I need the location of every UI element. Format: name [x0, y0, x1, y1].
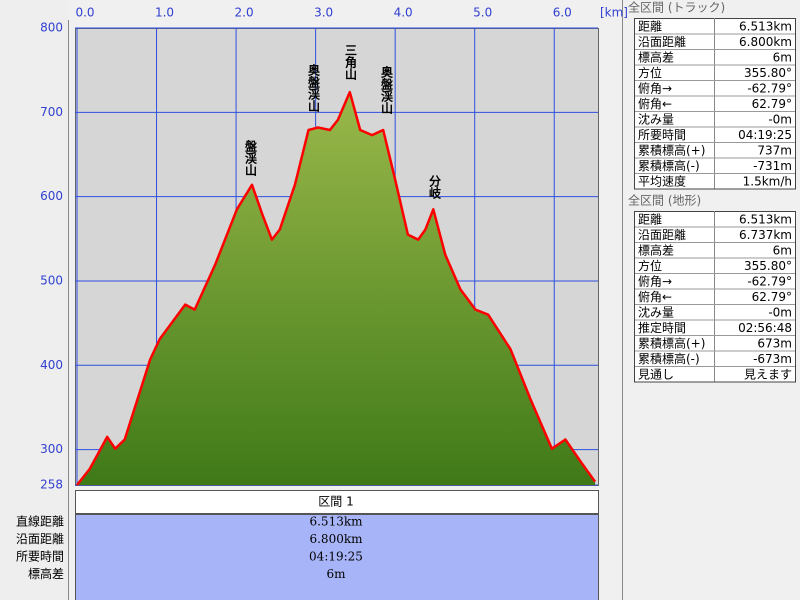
- terrain-area: [77, 92, 596, 485]
- panel-value: 6.737km: [739, 228, 792, 242]
- section-label: 沿面距離: [16, 532, 64, 546]
- panel-value: 6.513km: [739, 19, 792, 33]
- panel-value: -62.79°: [747, 81, 792, 95]
- section-value: 6.513km: [309, 515, 363, 529]
- x-tick-label: 1.0: [155, 6, 174, 20]
- y-tick-label: 600: [40, 189, 63, 203]
- section-value: 6.800km: [309, 532, 363, 546]
- profile-line: [76, 90, 597, 486]
- panel-label: 距離: [638, 19, 662, 33]
- panel-label: 標高差: [638, 49, 674, 64]
- panel-value: 6m: [773, 50, 792, 64]
- section-body: [75, 514, 599, 600]
- section-value: 04:19:25: [309, 550, 363, 564]
- panel-label: 俯角←: [638, 96, 672, 111]
- y-tick-label: 700: [40, 105, 63, 119]
- x-axis-unit: [km]: [600, 6, 628, 20]
- section-value: 6m: [326, 567, 346, 581]
- panel-label: 累積標高(+): [638, 142, 705, 157]
- panel-value: 737m: [757, 143, 792, 157]
- y-tick-label: 500: [40, 273, 63, 287]
- x-tick-label: 3.0: [314, 6, 333, 20]
- y-tick-label: 800: [40, 21, 63, 35]
- panel-title: 全区間 (トラック): [628, 0, 725, 15]
- peak-label: 奥盤渓山: [380, 65, 394, 115]
- panel-value: -62.79°: [747, 274, 792, 288]
- section-header-bg: [75, 490, 599, 514]
- panel-label: 累積標高(+): [638, 335, 705, 350]
- peak-label: 分岐: [428, 174, 442, 200]
- panel-value: -731m: [753, 159, 792, 173]
- y-tick-label: 400: [40, 358, 63, 372]
- panel-label: 平均速度: [638, 173, 686, 188]
- section-label: 直線距離: [16, 514, 64, 529]
- panel-value: 02:56:48: [738, 321, 792, 335]
- panel-label: 沿面距離: [638, 228, 686, 242]
- peak-label: 三角山: [344, 44, 358, 81]
- panel-label: 見通し: [638, 367, 674, 381]
- x-tick-label: 0.0: [75, 6, 94, 20]
- panel-value: -0m: [768, 112, 792, 126]
- panel-value: 62.79°: [752, 97, 792, 111]
- panel-label: 俯角←: [638, 289, 672, 304]
- left-margin: [0, 0, 68, 600]
- panel-value: 6.800km: [739, 35, 792, 49]
- x-tick-label: 6.0: [553, 6, 572, 20]
- panel-label: 方位: [638, 65, 662, 80]
- panel-label: 累積標高(-): [638, 158, 700, 173]
- panel-value: 673m: [757, 336, 792, 350]
- panel-label: 俯角→: [638, 80, 672, 95]
- section-label: 標高差: [28, 566, 64, 581]
- panel-value: 04:19:25: [738, 128, 792, 142]
- panel-label: 方位: [638, 258, 662, 273]
- y-tick-label: 258: [40, 478, 63, 492]
- x-tick-label: 2.0: [235, 6, 254, 20]
- panel-label: 累積標高(-): [638, 351, 700, 366]
- section-label: 所要時間: [16, 550, 64, 564]
- panel-value: -673m: [753, 352, 792, 366]
- panel-label: 推定時間: [638, 320, 686, 335]
- panel-label: 沿面距離: [638, 35, 686, 49]
- panel-label: 所要時間: [638, 128, 686, 142]
- panel-value: 355.80°: [744, 259, 792, 273]
- panel-value: 62.79°: [752, 290, 792, 304]
- peak-label: 奥盤渓山: [307, 63, 321, 113]
- panel-value: 6.513km: [739, 212, 792, 226]
- panel-value: 355.80°: [744, 66, 792, 80]
- panel-value: -0m: [768, 305, 792, 319]
- panel-title: 全区間 (地形): [628, 193, 701, 208]
- panel-value: 見えます: [744, 367, 792, 381]
- panel-label: 距離: [638, 212, 662, 226]
- y-tick-label: 300: [40, 442, 63, 456]
- x-tick-label: 4.0: [394, 6, 413, 20]
- panel-label: 俯角→: [638, 273, 672, 288]
- x-tick-label: 5.0: [473, 6, 492, 20]
- panel-label: 標高差: [638, 242, 674, 257]
- panel-label: 沈み量: [638, 304, 674, 319]
- peak-label: 盤渓山: [244, 139, 258, 177]
- section-header: 区間 1: [318, 495, 353, 509]
- panel-label: 沈み量: [638, 111, 674, 126]
- panel-value: 1.5km/h: [743, 174, 792, 188]
- panel-value: 6m: [773, 243, 792, 257]
